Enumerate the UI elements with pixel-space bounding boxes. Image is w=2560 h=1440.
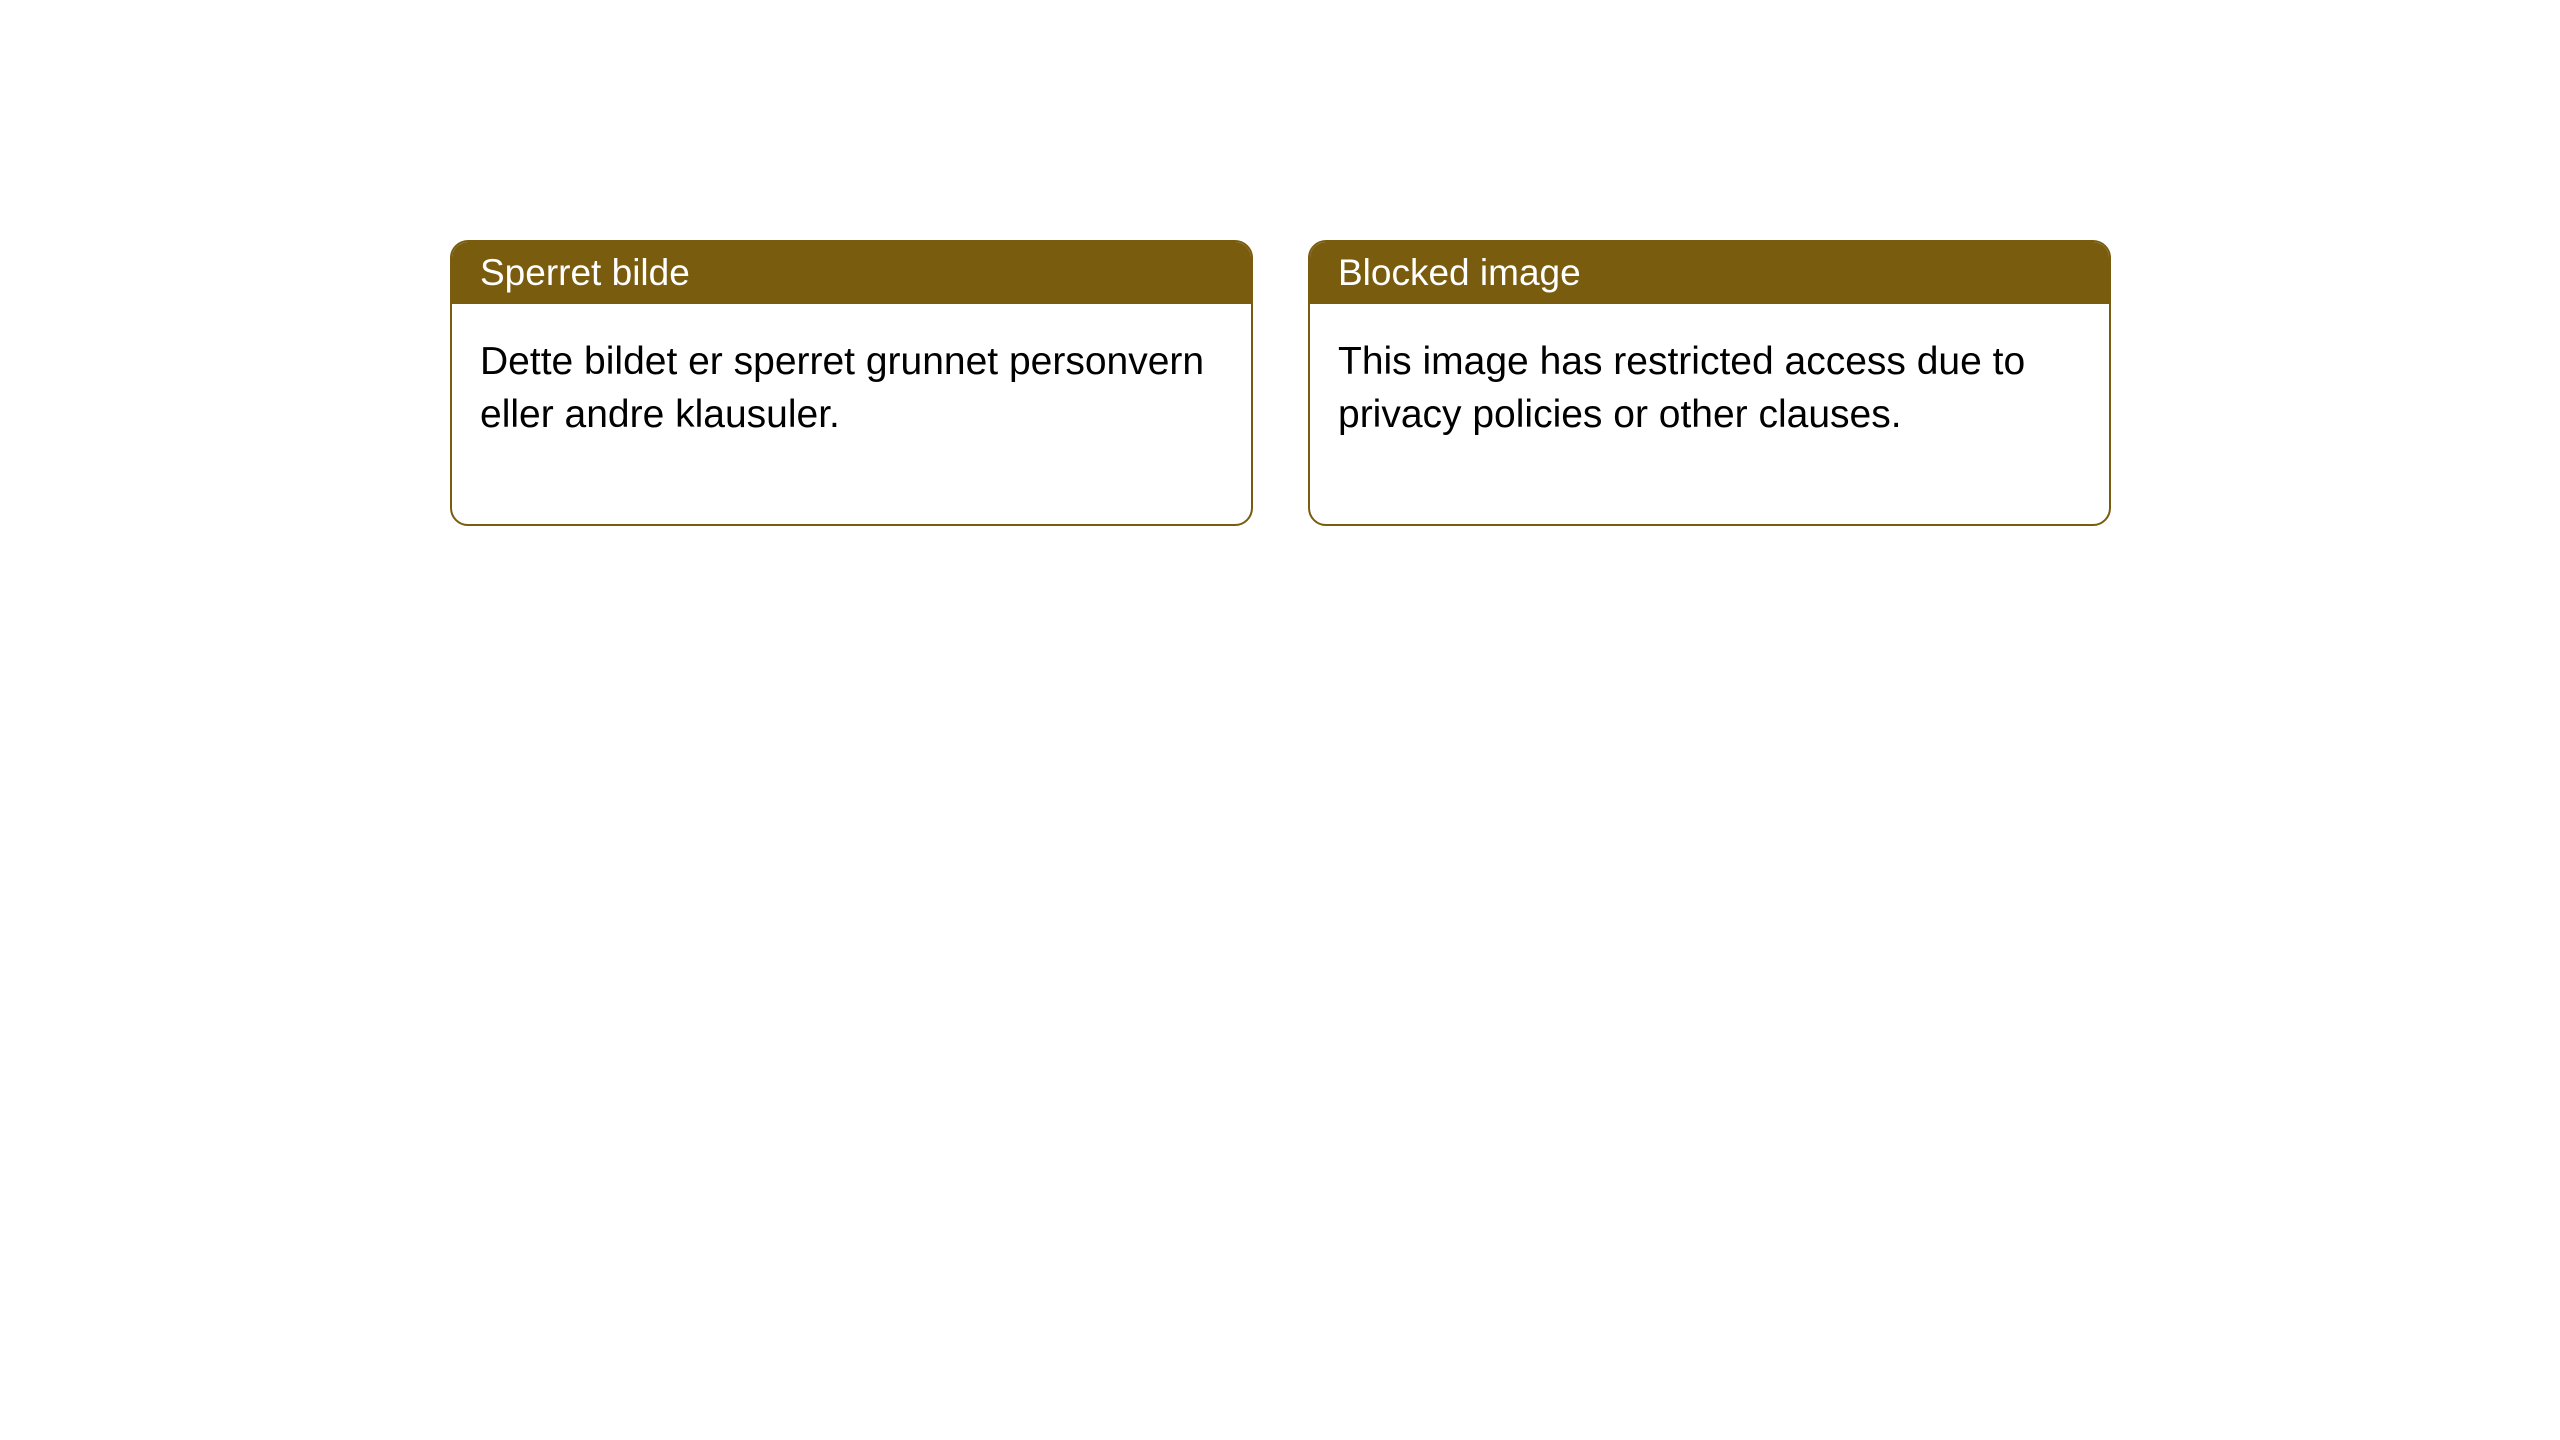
notice-body-text: Dette bildet er sperret grunnet personve… (480, 340, 1204, 436)
notice-card-norwegian: Sperret bilde Dette bildet er sperret gr… (450, 240, 1253, 526)
notice-container: Sperret bilde Dette bildet er sperret gr… (0, 0, 2560, 526)
notice-header: Blocked image (1310, 242, 2109, 304)
notice-header: Sperret bilde (452, 242, 1251, 304)
notice-body: This image has restricted access due to … (1310, 304, 2109, 524)
notice-title: Blocked image (1338, 252, 1581, 293)
notice-body-text: This image has restricted access due to … (1338, 340, 2025, 436)
notice-body: Dette bildet er sperret grunnet personve… (452, 304, 1251, 524)
notice-title: Sperret bilde (480, 252, 690, 293)
notice-card-english: Blocked image This image has restricted … (1308, 240, 2111, 526)
